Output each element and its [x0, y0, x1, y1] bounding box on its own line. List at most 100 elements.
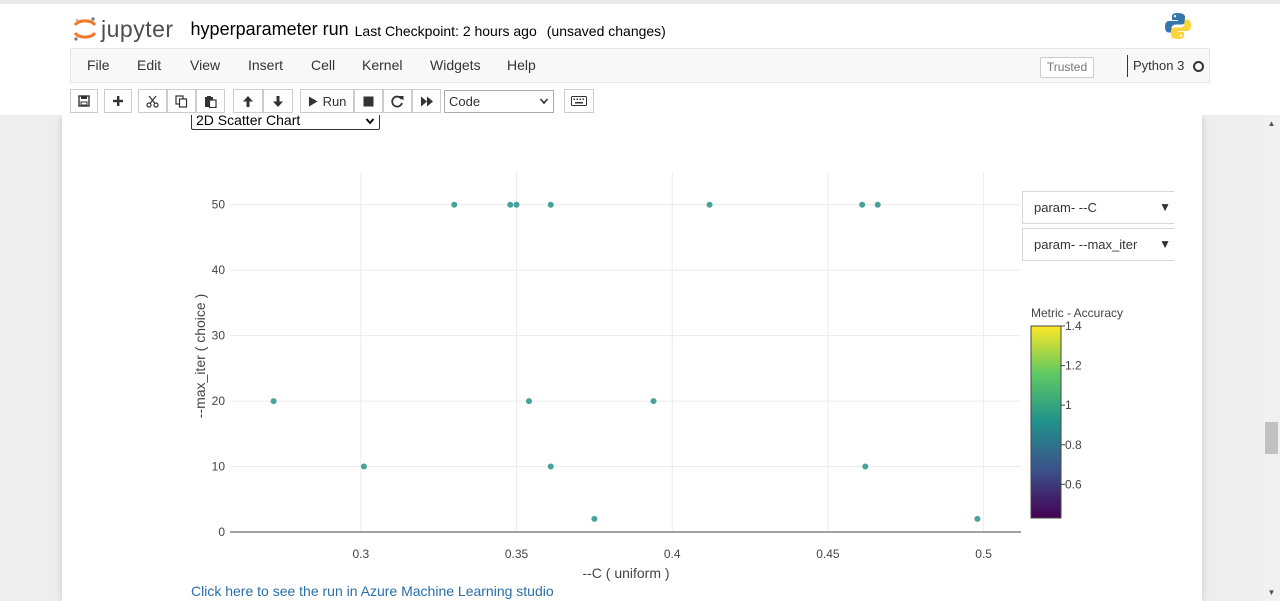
- scatter-point[interactable]: [451, 201, 458, 208]
- x-param-dropdown[interactable]: param- --C ▼: [1022, 191, 1174, 224]
- jupyter-logo[interactable]: jupyter: [72, 15, 174, 43]
- y-tick-label: 10: [212, 460, 226, 474]
- arrow-up-icon: [243, 95, 253, 107]
- scatter-point[interactable]: [547, 463, 554, 470]
- jupyter-logo-icon: [73, 17, 97, 41]
- cell-type-select[interactable]: Code: [444, 90, 554, 113]
- run-label: Run: [322, 93, 347, 109]
- scroll-down-icon[interactable]: ▼: [1267, 588, 1276, 597]
- menu-widgets[interactable]: Widgets: [430, 57, 481, 73]
- menu-cell[interactable]: Cell: [311, 57, 336, 73]
- scatter-point[interactable]: [650, 398, 657, 405]
- stop-icon: [363, 96, 374, 106]
- scatter-point[interactable]: [525, 398, 532, 405]
- run-button[interactable]: Run: [300, 89, 354, 113]
- azure-studio-link[interactable]: Click here to see the run in Azure Machi…: [191, 583, 554, 599]
- chart-type-value: 2D Scatter Chart: [196, 112, 301, 128]
- cut-button[interactable]: [138, 89, 167, 113]
- scatter-point[interactable]: [974, 515, 981, 522]
- kernel-idle-icon: [1193, 61, 1204, 72]
- menu-help[interactable]: Help: [507, 57, 536, 73]
- move-up-button[interactable]: [233, 89, 263, 113]
- python-logo-icon: [1165, 13, 1191, 39]
- y-tick-label: 0: [218, 525, 225, 539]
- save-button[interactable]: [70, 89, 98, 113]
- colorbar-title: Metric - Accuracy: [1031, 306, 1123, 320]
- menu-edit[interactable]: Edit: [137, 57, 162, 73]
- scatter-point[interactable]: [547, 201, 554, 208]
- scatter-point[interactable]: [862, 463, 869, 470]
- triangle-down-icon: ▼: [1159, 237, 1171, 251]
- y-param-dropdown[interactable]: param- --max_iter ▼: [1022, 228, 1174, 261]
- scatter-point[interactable]: [270, 398, 277, 405]
- chevron-down-icon: [539, 98, 549, 105]
- vertical-scrollbar[interactable]: ▲ ▼: [1263, 115, 1280, 601]
- menu-view[interactable]: View: [190, 57, 221, 73]
- scatter-point[interactable]: [360, 463, 367, 470]
- notebook-header: jupyter hyperparameter run Last Checkpoi…: [0, 0, 1280, 115]
- colorbar-tick-label: 1.2: [1065, 359, 1082, 373]
- chevron-down-icon: [365, 118, 375, 125]
- menu-kernel[interactable]: Kernel: [362, 57, 403, 73]
- y-axis-label: --max_iter ( choice ): [192, 294, 208, 418]
- menu-file[interactable]: File: [87, 57, 110, 73]
- colorbar-tick-label: 1: [1065, 398, 1072, 412]
- x-tick-label: 0.5: [975, 547, 992, 561]
- menu-bar: File Edit View Insert Cell Kernel Widget…: [70, 48, 1210, 83]
- paste-icon: [205, 95, 217, 108]
- restart-run-all-button[interactable]: [412, 89, 441, 113]
- y-tick-label: 50: [212, 198, 226, 212]
- x-param-value: param- --C: [1034, 200, 1097, 215]
- restart-button[interactable]: [383, 89, 412, 113]
- checkpoint-status: Last Checkpoint: 2 hours ago: [354, 22, 537, 39]
- header-bar: jupyter hyperparameter run Last Checkpoi…: [72, 12, 666, 46]
- notebook-name[interactable]: hyperparameter run: [190, 18, 349, 39]
- restart-icon: [391, 95, 404, 107]
- scissors-icon: [146, 95, 159, 108]
- x-tick-label: 0.35: [505, 547, 529, 561]
- scatter-point[interactable]: [591, 515, 598, 522]
- y-tick-label: 30: [212, 329, 226, 343]
- command-palette-button[interactable]: [564, 89, 594, 113]
- keyboard-icon: [571, 96, 587, 106]
- trusted-badge[interactable]: Trusted: [1040, 57, 1094, 78]
- interrupt-button[interactable]: [354, 89, 383, 113]
- y-tick-label: 20: [212, 394, 226, 408]
- autosave-status: (unsaved changes): [546, 22, 666, 39]
- paste-button[interactable]: [196, 89, 225, 113]
- scatter-point[interactable]: [859, 201, 866, 208]
- arrow-down-icon: [273, 95, 283, 107]
- colorbar-tick-label: 0.6: [1065, 477, 1082, 491]
- scroll-thumb[interactable]: [1265, 422, 1278, 454]
- scatter-point[interactable]: [507, 201, 514, 208]
- menu-insert[interactable]: Insert: [248, 57, 284, 73]
- plus-icon: [113, 96, 123, 106]
- x-tick-label: 0.45: [816, 547, 840, 561]
- copy-button[interactable]: [167, 89, 196, 113]
- insert-cell-button[interactable]: [104, 89, 132, 113]
- colorbar: [1030, 325, 1062, 519]
- fast-forward-icon: [420, 96, 433, 106]
- colorbar-tick-label: 0.8: [1065, 438, 1082, 452]
- y-param-value: param- --max_iter: [1034, 237, 1138, 252]
- x-tick-label: 0.3: [352, 547, 369, 561]
- logo-wordmark: jupyter: [101, 15, 174, 42]
- chart-type-select[interactable]: 2D Scatter Chart: [191, 111, 380, 130]
- move-down-button[interactable]: [263, 89, 293, 113]
- x-axis-label: --C ( uniform ): [582, 565, 669, 581]
- cell-type-value: Code: [449, 94, 481, 109]
- scatter-point[interactable]: [874, 201, 881, 208]
- notebook-container: [62, 115, 1202, 601]
- scatter-point[interactable]: [513, 201, 520, 208]
- scatter-point[interactable]: [706, 201, 713, 208]
- y-tick-label: 40: [212, 263, 226, 277]
- copy-icon: [175, 94, 188, 108]
- save-icon: [78, 95, 90, 107]
- scroll-up-icon[interactable]: ▲: [1267, 119, 1276, 128]
- x-tick-label: 0.4: [664, 547, 681, 561]
- triangle-down-icon: ▼: [1159, 200, 1171, 214]
- play-icon: [308, 96, 318, 106]
- kernel-name: Python 3: [1127, 55, 1184, 77]
- colorbar-tick-label: 1.4: [1065, 319, 1082, 333]
